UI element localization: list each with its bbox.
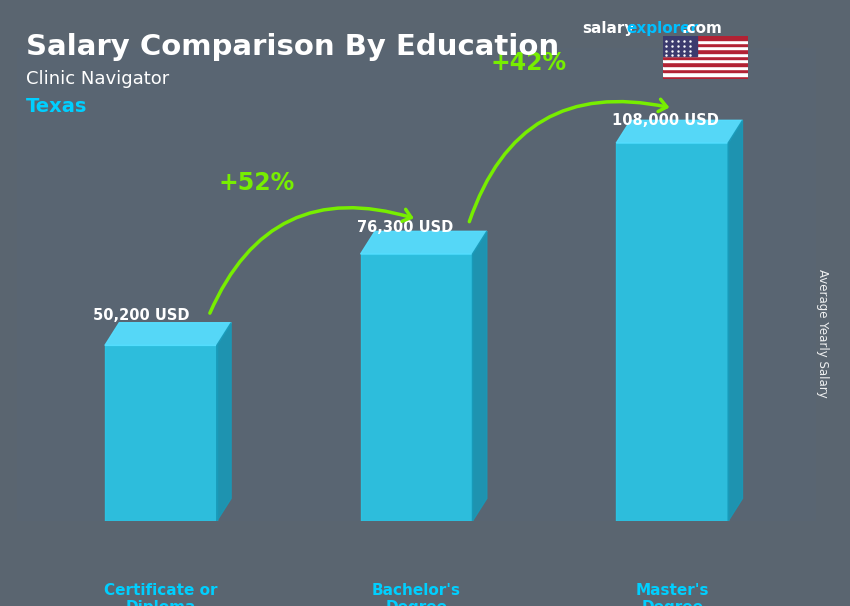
Text: salary: salary <box>582 21 635 36</box>
Polygon shape <box>616 143 728 521</box>
Polygon shape <box>105 323 231 345</box>
Text: +42%: +42% <box>490 52 566 75</box>
Text: .com: .com <box>682 21 722 36</box>
Text: Salary Comparison By Education: Salary Comparison By Education <box>26 33 558 61</box>
Bar <box>663 39 748 43</box>
Text: 108,000 USD: 108,000 USD <box>612 113 719 128</box>
Bar <box>663 53 748 56</box>
Bar <box>663 56 748 59</box>
Polygon shape <box>473 231 487 521</box>
Text: explorer: explorer <box>626 21 699 36</box>
Text: Certificate or
Diploma: Certificate or Diploma <box>104 582 218 606</box>
Bar <box>663 43 748 46</box>
Text: 76,300 USD: 76,300 USD <box>356 220 453 235</box>
Polygon shape <box>360 254 473 521</box>
Text: 50,200 USD: 50,200 USD <box>93 308 190 323</box>
Text: Master's
Degree: Master's Degree <box>636 582 709 606</box>
Polygon shape <box>217 323 231 521</box>
Polygon shape <box>105 345 217 521</box>
Text: Average Yearly Salary: Average Yearly Salary <box>816 269 829 398</box>
Bar <box>663 62 748 65</box>
Text: Clinic Navigator: Clinic Navigator <box>26 70 169 88</box>
Bar <box>663 36 748 39</box>
Bar <box>663 50 748 53</box>
Polygon shape <box>616 121 743 143</box>
Bar <box>663 59 748 62</box>
Text: Bachelor's
Degree: Bachelor's Degree <box>372 582 461 606</box>
Bar <box>663 65 748 69</box>
Text: Texas: Texas <box>26 97 87 116</box>
Bar <box>663 76 748 79</box>
Bar <box>663 46 748 50</box>
Polygon shape <box>728 121 743 521</box>
Bar <box>663 69 748 72</box>
Polygon shape <box>360 231 487 254</box>
Text: +52%: +52% <box>218 171 295 195</box>
Bar <box>663 72 748 76</box>
